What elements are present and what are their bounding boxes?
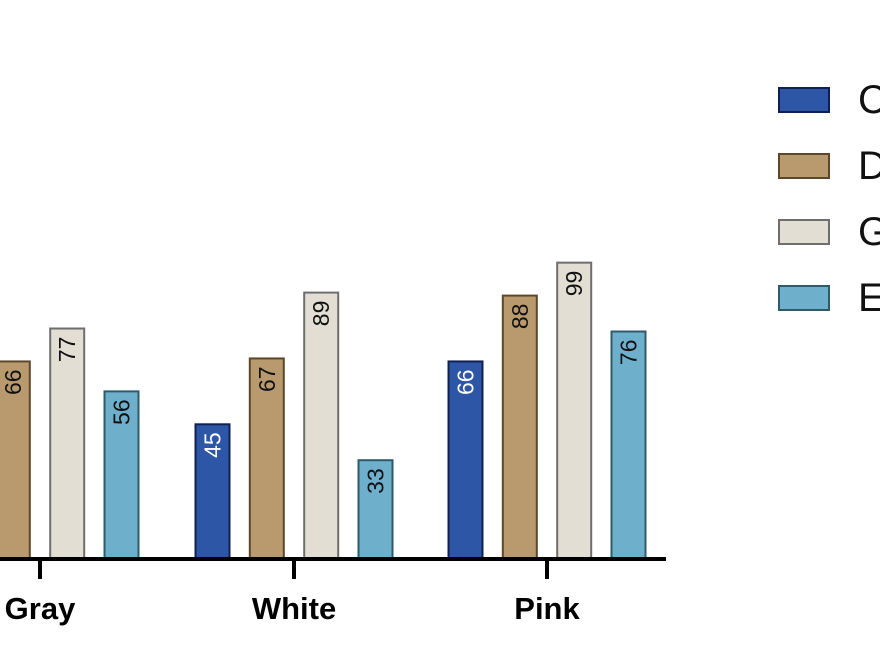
x-axis-ticks: Gray White Pink bbox=[5, 559, 580, 626]
legend-label: C bbox=[858, 78, 880, 122]
legend-swatch bbox=[778, 87, 830, 113]
x-tick-label: Pink bbox=[514, 591, 580, 626]
bar-data-label: 56 bbox=[109, 399, 135, 425]
bar-data-label: 99 bbox=[561, 271, 587, 297]
bar-data-label: 67 bbox=[254, 366, 280, 392]
bar-g-white bbox=[303, 291, 340, 560]
bar-data-label: 45 bbox=[200, 432, 226, 458]
bar-e-white bbox=[357, 459, 394, 560]
bar-d-gray bbox=[0, 360, 31, 560]
legend-label: E bbox=[858, 276, 880, 320]
bar-c-white bbox=[194, 423, 231, 560]
x-tick-label: Gray bbox=[5, 591, 76, 626]
bars-group: 66 77 56 45 67 89 33 66 88 99 76 bbox=[0, 261, 647, 560]
bar-data-label: 76 bbox=[616, 340, 642, 366]
x-tick-label: White bbox=[252, 591, 336, 626]
bar-data-label: 88 bbox=[507, 304, 533, 330]
bar-data-label: 66 bbox=[453, 369, 479, 395]
bar-e-pink bbox=[610, 330, 647, 560]
bar-data-label: 66 bbox=[0, 369, 26, 395]
bar-data-label: 33 bbox=[363, 468, 389, 494]
bar-c-pink bbox=[447, 360, 484, 560]
bar-g-gray bbox=[49, 327, 86, 560]
legend-swatch bbox=[778, 219, 830, 245]
legend-swatch bbox=[778, 285, 830, 311]
bar-data-label: 77 bbox=[54, 337, 80, 363]
bar-d-pink bbox=[501, 294, 538, 560]
bar-data-label: 89 bbox=[308, 301, 334, 327]
legend-label: D bbox=[858, 144, 880, 188]
legend-swatch bbox=[778, 153, 830, 179]
legend-label: G bbox=[858, 210, 880, 254]
bar-g-pink bbox=[556, 261, 593, 560]
